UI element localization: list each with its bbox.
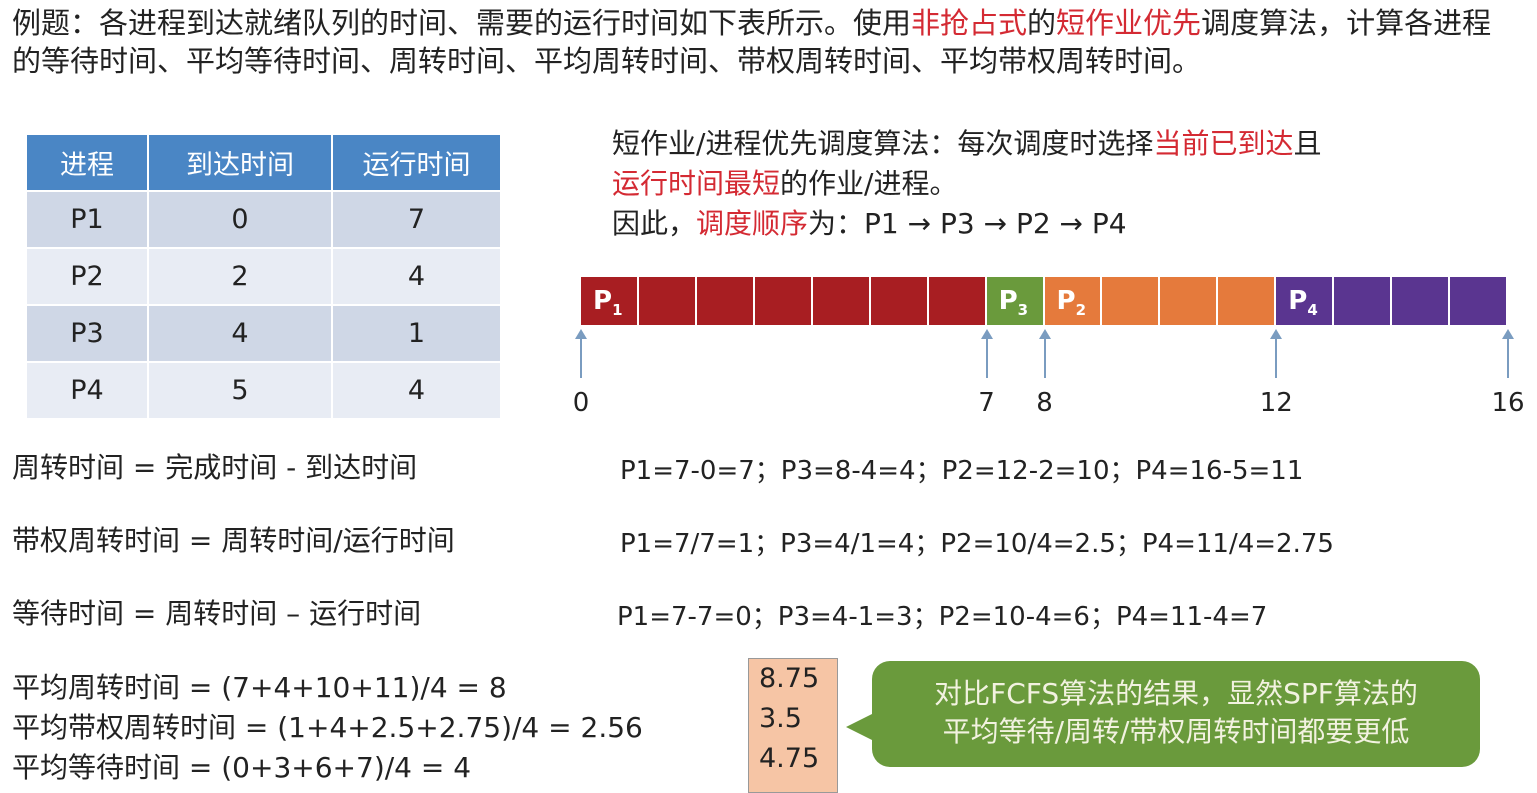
cell: P2	[25, 247, 149, 306]
title-text: 例题：各进程到达就绪队列的时间、需要的运行时间如下表所示。使用	[12, 6, 912, 40]
averages: 平均周转时间 = (7+4+10+11)/4 = 8 平均带权周转时间 = (1…	[12, 668, 643, 788]
fcfs-value: 4.75	[759, 743, 820, 774]
gantt-block-p1	[870, 277, 929, 325]
gantt-block-p1	[696, 277, 755, 325]
cell: P1	[25, 190, 149, 249]
question-text: 例题：各进程到达就绪队列的时间、需要的运行时间如下表所示。使用非抢占式的短作业优…	[12, 4, 1512, 80]
fcfs-results-box: 8.75 3.5 4.75	[748, 658, 838, 793]
table-header: 进程	[25, 133, 149, 192]
avg-waiting: 平均等待时间 = (0+3+6+7)/4 = 4	[12, 751, 472, 784]
avg-weighted: 平均带权周转时间 = (1+4+2.5+2.75)/4 = 2.56	[12, 711, 643, 744]
gantt-block-p4	[1450, 277, 1508, 325]
gantt-block-p3: P3	[986, 277, 1045, 325]
time-arrow-icon	[1502, 329, 1514, 378]
cell: 5	[147, 361, 333, 420]
time-arrow-icon	[575, 329, 587, 378]
gantt-block-p2	[1160, 277, 1219, 325]
desc-text: 因此，	[612, 207, 697, 240]
schedule-order: 为：P1 → P3 → P2 → P4	[808, 207, 1127, 240]
gantt-block-p1	[928, 277, 987, 325]
gantt-block-p1	[638, 277, 697, 325]
cell: 4	[331, 247, 502, 306]
title-highlight: 短作业优先	[1056, 6, 1202, 40]
fcfs-value: 3.5	[759, 703, 802, 734]
title-text: 调度算法，计算各进程的等待时间、平均等待时间、周转时间、平均周转时间、带权周转时…	[12, 6, 1492, 78]
comparison-callout: 对比FCFS算法的结果，显然SPF算法的 平均等待/周转/带权周转时间都要更低	[846, 661, 1480, 767]
desc-text: 短作业/进程优先调度算法：每次调度时选择	[612, 127, 1154, 160]
weighted-formula: 带权周转时间 = 周转时间/运行时间	[12, 524, 455, 557]
cell: 0	[147, 190, 333, 249]
table-row: P3 4 1	[25, 304, 502, 363]
cell: 4	[331, 361, 502, 420]
desc-text: 的作业/进程。	[780, 167, 958, 200]
cell: P3	[25, 304, 149, 363]
gantt-block-p1	[754, 277, 813, 325]
time-arrow-icon	[1270, 329, 1283, 378]
table-row: P2 2 4	[25, 247, 502, 306]
time-arrow-icon	[1038, 329, 1051, 378]
gantt-block-p1: P1	[581, 277, 639, 325]
desc-highlight: 当前已到达	[1153, 127, 1294, 160]
cell: 4	[147, 304, 333, 363]
gantt-block-p2: P2	[1044, 277, 1103, 325]
desc-highlight: 调度顺序	[696, 207, 809, 240]
cell: 2	[147, 247, 333, 306]
table-header: 到达时间	[147, 133, 333, 192]
gantt-block-p2	[1218, 277, 1277, 325]
gantt-block-p2	[1102, 277, 1161, 325]
table-row: P4 5 4	[25, 361, 502, 420]
time-tick-label: 0	[572, 388, 590, 418]
title-highlight: 非抢占式	[911, 6, 1028, 40]
turnaround-formula: 周转时间 = 完成时间 - 到达时间	[12, 451, 418, 484]
fcfs-value: 8.75	[759, 663, 820, 694]
callout-line: 平均等待/周转/带权周转时间都要更低	[942, 715, 1410, 748]
gantt-block-p4	[1334, 277, 1393, 325]
time-tick-label: 7	[978, 388, 995, 418]
waiting-calc: P1=7-7=0；P3=4-1=3；P2=10-4=6；P4=11-4=7	[617, 602, 1268, 632]
table-header: 运行时间	[331, 133, 502, 192]
title-text: 的	[1027, 6, 1057, 40]
cell: P4	[25, 361, 149, 420]
weighted-calc: P1=7/7=1；P3=4/1=4；P2=10/4=2.5；P4=11/4=2.…	[620, 529, 1334, 559]
table-row: P1 0 7	[25, 190, 502, 249]
time-arrow-icon	[980, 329, 993, 378]
desc-text: 且	[1293, 127, 1322, 160]
gantt-block-p4	[1392, 277, 1451, 325]
avg-turnaround: 平均周转时间 = (7+4+10+11)/4 = 8	[12, 671, 507, 704]
callout-line: 对比FCFS算法的结果，显然SPF算法的	[934, 677, 1418, 710]
turnaround-calc: P1=7-0=7；P3=8-4=4；P2=12-2=10；P4=16-5=11	[620, 456, 1304, 486]
gantt-block-p4: P4	[1276, 277, 1335, 325]
cell: 7	[331, 190, 502, 249]
time-tick-label: 8	[1036, 388, 1053, 418]
cell: 1	[331, 304, 502, 363]
waiting-formula: 等待时间 = 周转时间 – 运行时间	[12, 597, 422, 630]
time-tick-label: 16	[1491, 388, 1525, 418]
time-tick-label: 12	[1259, 388, 1293, 418]
algorithm-description: 短作业/进程优先调度算法：每次调度时选择当前已到达且运行时间最短的作业/进程。因…	[612, 124, 1512, 244]
process-table: 进程 到达时间 运行时间 P1 0 7 P2 2 4 P3 4 1 P4 5 4	[25, 133, 502, 420]
gantt-block-p1	[812, 277, 871, 325]
desc-highlight: 运行时间最短	[612, 167, 781, 200]
